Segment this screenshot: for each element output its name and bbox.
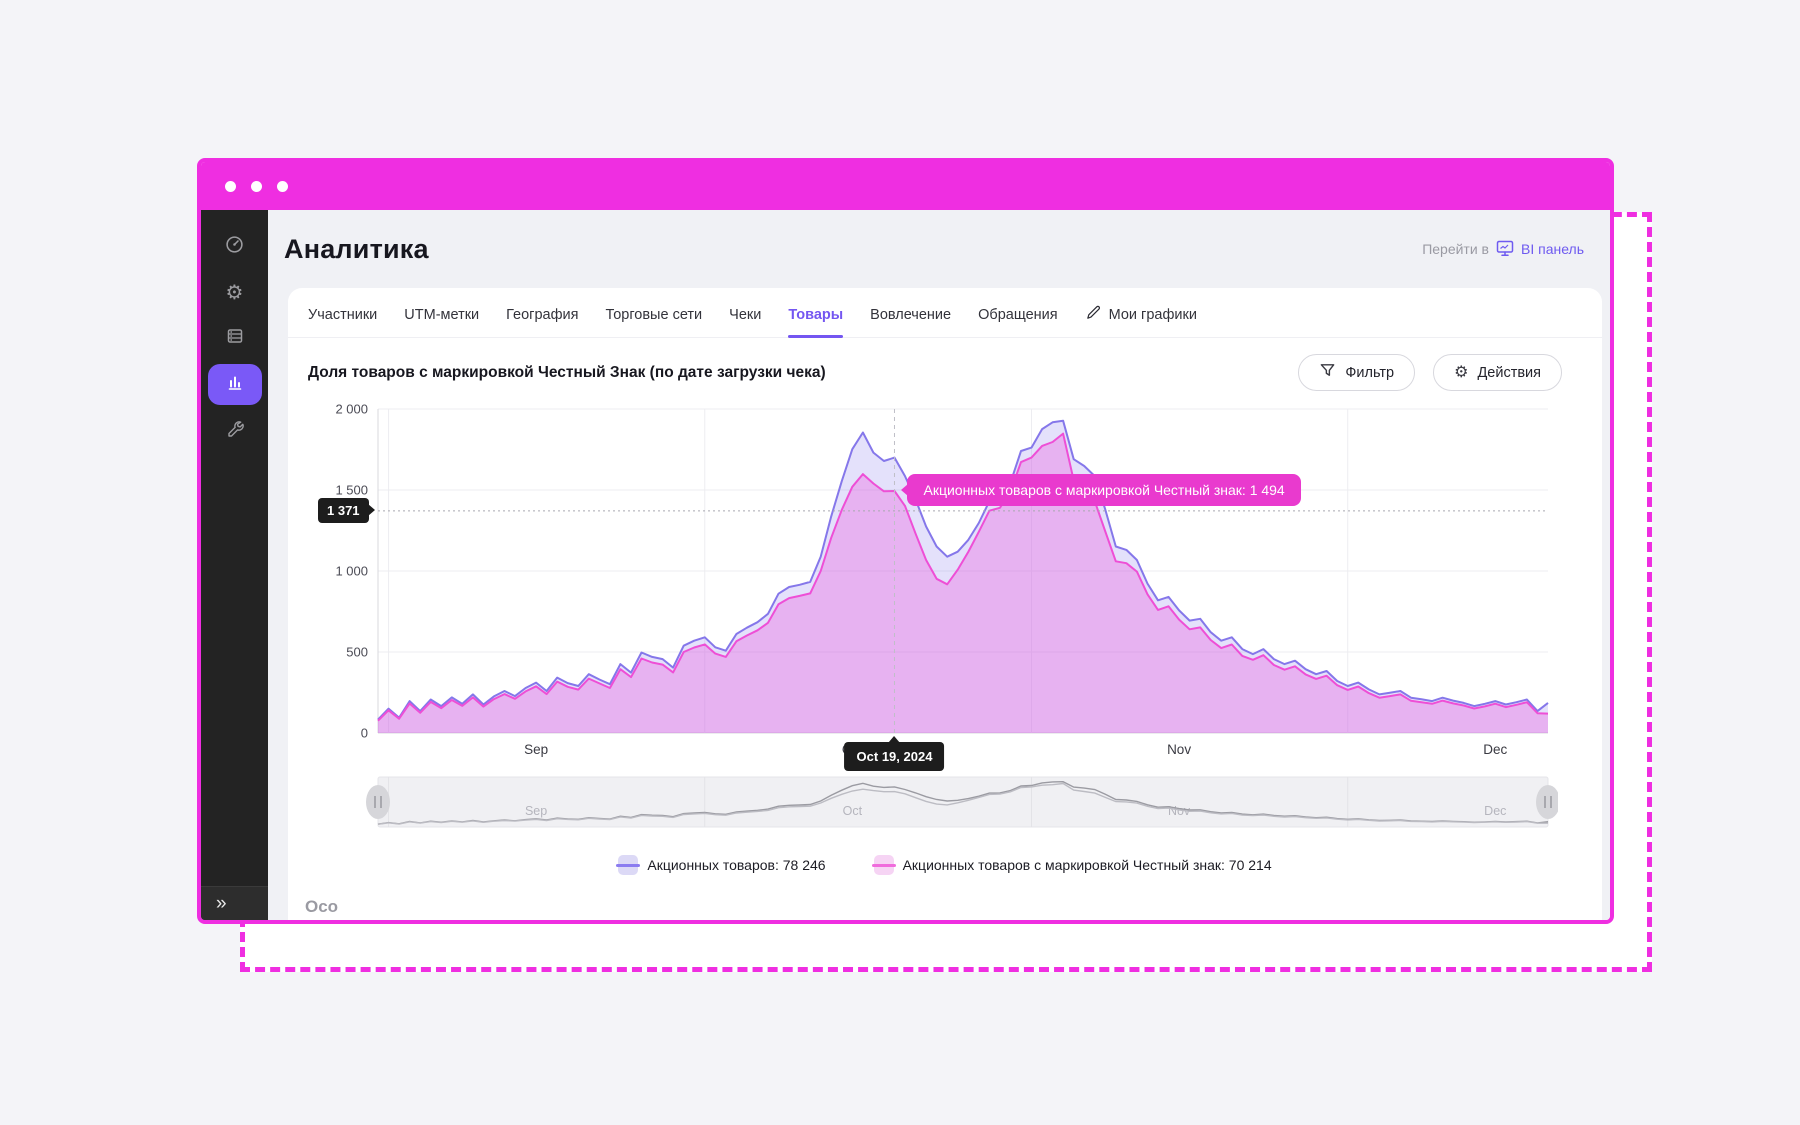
sidebar: ⚙ » bbox=[201, 210, 268, 920]
sidebar-item-lists[interactable] bbox=[208, 318, 262, 359]
sidebar-item-dashboard[interactable] bbox=[208, 226, 262, 267]
y-axis-label: 2 000 bbox=[335, 402, 368, 417]
tab-vovlechenie[interactable]: Вовлечение bbox=[870, 306, 952, 323]
minimap-line-marked bbox=[377, 782, 1548, 825]
tab-cheki[interactable]: Чеки bbox=[729, 306, 762, 323]
legend-swatch-marked bbox=[871, 855, 896, 875]
gauge-icon bbox=[225, 235, 244, 259]
tabs-bar: Участники UTM-метки География Торговые с… bbox=[288, 288, 1602, 338]
app-window: ⚙ » bbox=[197, 158, 1614, 924]
legend-swatch-total bbox=[616, 855, 641, 875]
series-line-total bbox=[377, 419, 1549, 721]
sidebar-collapse[interactable]: » bbox=[201, 886, 268, 920]
minimap-month-label: Dec bbox=[1484, 804, 1506, 818]
window-dot[interactable] bbox=[225, 180, 236, 192]
bi-panel-link[interactable]: BI панель bbox=[1521, 241, 1584, 257]
bi-panel-row: Перейти в BI панель bbox=[1422, 239, 1584, 260]
crosshair-date-badge: Oct 19, 2024 bbox=[844, 736, 945, 771]
tab-geografiya[interactable]: География bbox=[506, 306, 579, 323]
tab-tovary[interactable]: Товары bbox=[788, 307, 843, 338]
page-header: Аналитика Перейти в BI панель bbox=[268, 210, 1610, 288]
filter-button[interactable]: Фильтр bbox=[1298, 354, 1416, 391]
content-card: Участники UTM-метки География Торговые с… bbox=[288, 288, 1602, 920]
window-titlebar bbox=[201, 162, 1610, 210]
minimap-handle-left[interactable] bbox=[366, 785, 390, 819]
tab-torg-seti[interactable]: Торговые сети bbox=[605, 306, 703, 323]
series-line-marked bbox=[377, 432, 1549, 722]
sidebar-item-tools[interactable] bbox=[208, 410, 262, 451]
x-axis-label: Dec bbox=[1483, 742, 1507, 757]
chevrons-right-icon: » bbox=[216, 892, 227, 914]
crosshair-value-badge: 1 371 bbox=[318, 497, 375, 523]
monitor-icon bbox=[1496, 239, 1514, 260]
goto-label: Перейти в bbox=[1422, 241, 1489, 257]
x-axis-label: Nov bbox=[1167, 742, 1191, 757]
gear-icon: ⚙ bbox=[225, 281, 244, 304]
sidebar-item-analytics[interactable] bbox=[207, 364, 262, 405]
minimap-month-label: Sep bbox=[525, 804, 547, 818]
funnel-icon bbox=[1319, 362, 1336, 383]
y-axis-label: 1 000 bbox=[335, 564, 368, 579]
sidebar-item-settings[interactable]: ⚙ bbox=[208, 272, 262, 313]
actions-button[interactable]: ⚙ Действия bbox=[1433, 354, 1562, 391]
y-axis-label: 500 bbox=[346, 645, 368, 660]
tab-uchastniki[interactable]: Участники bbox=[308, 306, 378, 323]
window-dot[interactable] bbox=[277, 180, 288, 192]
chart-legend: Акционных товаров: 78 246 Акционных това… bbox=[288, 855, 1602, 875]
clipped-section-text: Осо bbox=[305, 897, 339, 916]
y-axis-label: 1 500 bbox=[335, 483, 368, 498]
legend-item-total[interactable]: Акционных товаров: 78 246 bbox=[616, 855, 826, 875]
gear-icon: ⚙ bbox=[1454, 363, 1469, 381]
bar-chart-icon bbox=[226, 373, 244, 396]
chart-tooltip: Акционных товаров с маркировкой Честный … bbox=[901, 473, 1301, 506]
tab-obrashcheniya[interactable]: Обращения bbox=[978, 306, 1058, 323]
y-axis-label: 0 bbox=[361, 726, 368, 741]
x-axis-label: Sep bbox=[524, 742, 548, 757]
chart-title: Доля товаров с маркировкой Честный Знак … bbox=[308, 363, 826, 381]
legend-item-marked[interactable]: Акционных товаров с маркировкой Честный … bbox=[871, 855, 1272, 875]
series-area-marked bbox=[378, 433, 1548, 733]
table-list-icon bbox=[226, 327, 244, 350]
window-dot[interactable] bbox=[251, 180, 262, 192]
minimap-handle-right[interactable] bbox=[1536, 785, 1558, 819]
pen-icon bbox=[1085, 304, 1102, 325]
page-title: Аналитика bbox=[284, 233, 429, 264]
chart-header: Доля товаров с маркировкой Честный Знак … bbox=[288, 338, 1602, 391]
main-area: Аналитика Перейти в BI панель Участники … bbox=[268, 210, 1610, 920]
series-area-total bbox=[378, 420, 1548, 733]
wrench-icon bbox=[226, 419, 244, 442]
tab-utm[interactable]: UTM-метки bbox=[404, 306, 480, 323]
tab-my-charts[interactable]: Мои графики bbox=[1085, 304, 1197, 339]
minimap-month-label: Oct bbox=[843, 804, 863, 818]
